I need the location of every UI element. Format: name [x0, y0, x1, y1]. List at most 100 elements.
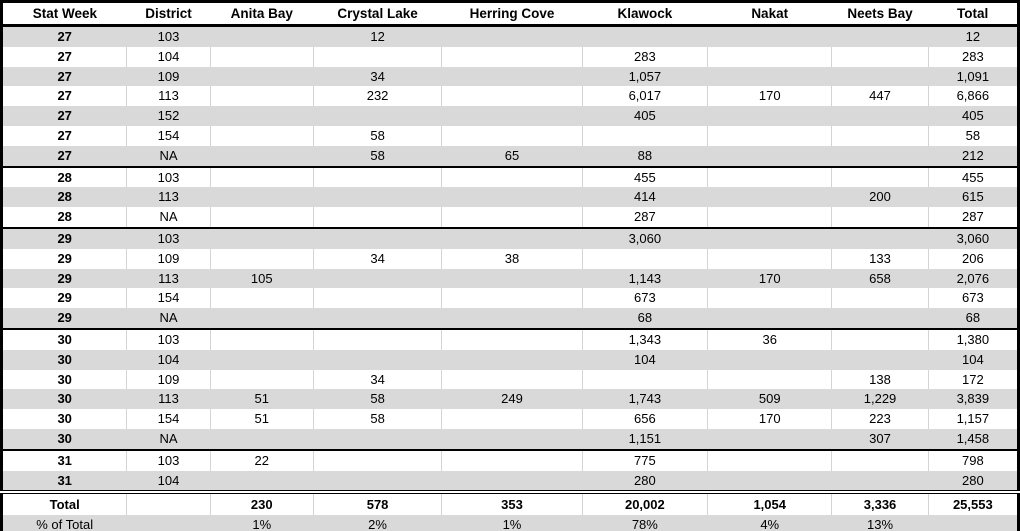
cell-crystal-lake: 34 [313, 369, 443, 390]
cell-klawock: 673 [582, 288, 709, 309]
cell-district: 113 [126, 187, 211, 208]
cell-nakat [707, 66, 833, 87]
table-row: 27 109 34 1,057 1,091 [1, 66, 1019, 87]
cell-nakat [707, 349, 833, 370]
cell-total: 212 [928, 145, 1019, 168]
cell-crystal-lake [313, 268, 443, 289]
cell-neets-bay: 133 [831, 248, 929, 269]
cell-klawock: 656 [582, 409, 709, 429]
cell-stat-week: 27 [1, 145, 128, 168]
cell-total: 2,076 [928, 268, 1019, 289]
cell-crystal-lake: 58 [313, 145, 443, 168]
cell-total: 3,060 [928, 227, 1019, 249]
cell-total: 206 [928, 248, 1019, 269]
table-row: 27 154 58 58 [1, 125, 1019, 146]
cell-anita-bay [210, 288, 314, 309]
cell-nakat [707, 248, 833, 269]
cell-anita-bay: 105 [210, 268, 314, 289]
cell-stat-week: 27 [1, 106, 128, 126]
cell-district: NA [126, 207, 211, 229]
cell-anita-bay [210, 106, 314, 126]
cell-total: 1,380 [928, 328, 1019, 350]
table-row: 30 109 34 138 172 [1, 369, 1019, 390]
cell-nakat [707, 46, 833, 67]
cell-total: 280 [928, 470, 1019, 493]
cell-stat-week: 30 [1, 389, 128, 410]
cell-total: 1,458 [928, 428, 1019, 451]
cell-anita-bay [210, 248, 314, 269]
cell-neets-bay: 223 [831, 409, 929, 429]
cell-crystal-lake [313, 227, 443, 249]
cell-neets-bay [831, 66, 929, 87]
cell-total: 455 [928, 166, 1019, 188]
total-cell-anita-bay: 230 [210, 490, 314, 516]
cell-stat-week: 28 [1, 166, 128, 188]
cell-district: 152 [126, 106, 211, 126]
cell-klawock: 280 [582, 470, 709, 493]
table-row: 27 113 232 6,017 170 447 6,866 [1, 86, 1019, 107]
cell-stat-week: 29 [1, 268, 128, 289]
cell-total: 673 [928, 288, 1019, 309]
cell-total: 68 [928, 308, 1019, 330]
cell-herring-cove: 38 [441, 248, 583, 269]
cell-district: NA [126, 428, 211, 451]
cell-nakat: 170 [707, 268, 833, 289]
total-cell-crystal-lake: 578 [313, 490, 443, 516]
cell-anita-bay: 22 [210, 449, 314, 471]
cell-district: 113 [126, 389, 211, 410]
cell-crystal-lake: 58 [313, 389, 443, 410]
cell-stat-week: 29 [1, 227, 128, 249]
table-row: 30 154 51 58 656 170 223 1,157 [1, 409, 1019, 429]
cell-nakat [707, 470, 833, 493]
cell-herring-cove [441, 187, 583, 208]
cell-crystal-lake [313, 428, 443, 451]
cell-stat-week: 30 [1, 369, 128, 390]
column-header-district: District [126, 1, 211, 27]
cell-neets-bay [831, 207, 929, 229]
cell-stat-week: 28 [1, 207, 128, 229]
table-row: 29 NA 68 68 [1, 308, 1019, 330]
cell-total: 615 [928, 187, 1019, 208]
cell-anita-bay [210, 46, 314, 67]
cell-klawock: 1,743 [582, 389, 709, 410]
cell-stat-week: 28 [1, 187, 128, 208]
cell-stat-week: 31 [1, 470, 128, 493]
table-row: 27 NA 58 65 88 212 [1, 145, 1019, 168]
cell-neets-bay: 138 [831, 369, 929, 390]
cell-crystal-lake [313, 308, 443, 330]
cell-herring-cove [441, 227, 583, 249]
cell-anita-bay [210, 227, 314, 249]
cell-stat-week: 27 [1, 25, 128, 47]
cell-neets-bay: 447 [831, 86, 929, 107]
cell-crystal-lake [313, 207, 443, 229]
cell-anita-bay [210, 145, 314, 168]
percent-cell-crystal-lake: 2% [313, 515, 443, 531]
cell-klawock [582, 248, 709, 269]
cell-herring-cove [441, 25, 583, 47]
cell-klawock [582, 25, 709, 47]
cell-nakat [707, 25, 833, 47]
total-cell-stat-week: Total [1, 490, 128, 516]
cell-crystal-lake [313, 349, 443, 370]
cell-district: 103 [126, 166, 211, 188]
cell-neets-bay: 200 [831, 187, 929, 208]
cell-stat-week: 30 [1, 328, 128, 350]
cell-anita-bay [210, 187, 314, 208]
cell-klawock: 104 [582, 349, 709, 370]
cell-anita-bay [210, 308, 314, 330]
cell-klawock: 1,151 [582, 428, 709, 451]
percent-cell-nakat: 4% [707, 515, 833, 531]
cell-total: 405 [928, 106, 1019, 126]
cell-neets-bay [831, 449, 929, 471]
cell-stat-week: 31 [1, 449, 128, 471]
cell-stat-week: 30 [1, 349, 128, 370]
cell-neets-bay: 658 [831, 268, 929, 289]
cell-total: 3,839 [928, 389, 1019, 410]
cell-district: 103 [126, 25, 211, 47]
header-row: Stat Week District Anita Bay Crystal Lake He… [1, 1, 1019, 27]
cell-anita-bay [210, 166, 314, 188]
cell-neets-bay [831, 328, 929, 350]
cell-crystal-lake [313, 470, 443, 493]
column-header-neets-bay: Neets Bay [831, 1, 929, 27]
